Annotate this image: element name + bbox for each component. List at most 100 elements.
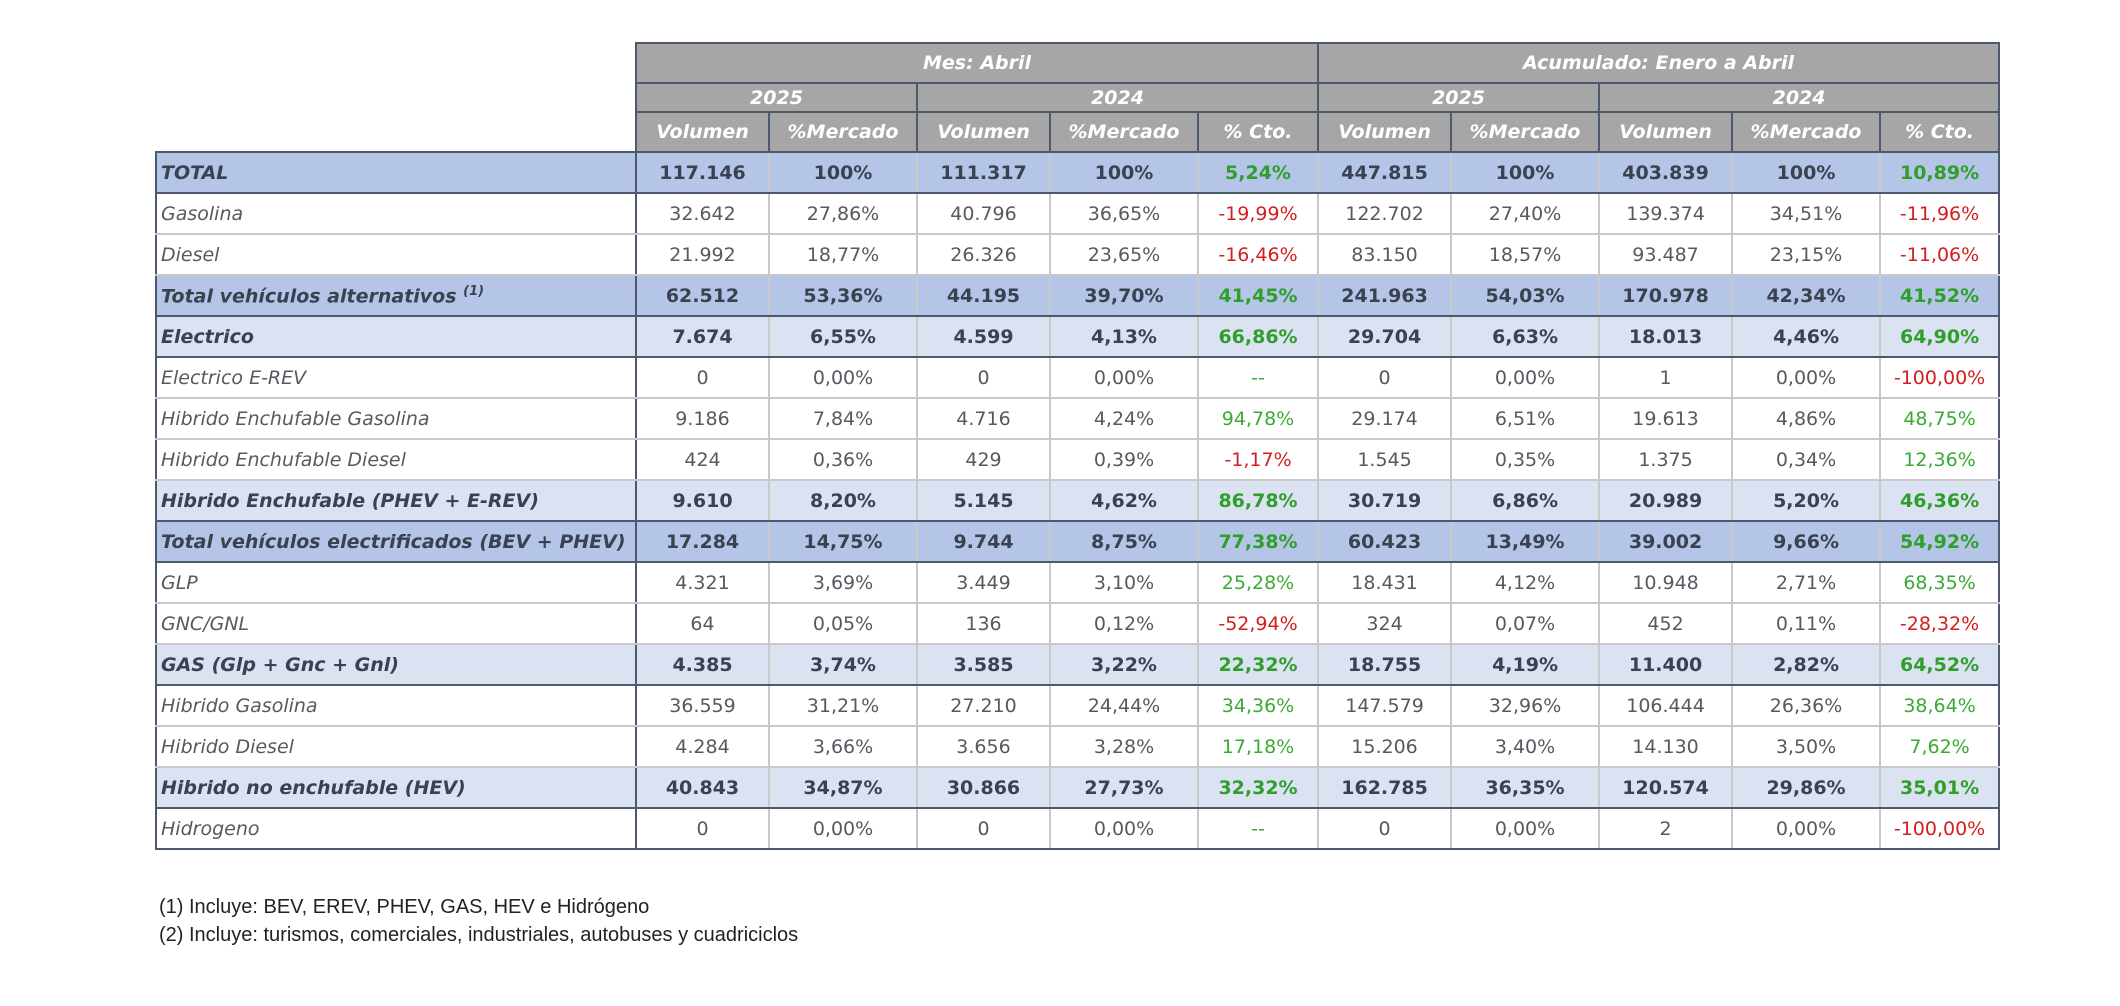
cumulative-cto-cell: -100,00% bbox=[1879, 808, 2001, 850]
row-label: GLP bbox=[155, 562, 637, 604]
month-volumen-2025-cell: 36.559 bbox=[635, 685, 770, 727]
month-mercado-2024-cell: 4,62% bbox=[1049, 479, 1199, 522]
cumulative-mercado-2025-cell: 4,12% bbox=[1450, 562, 1601, 604]
cumulative-mercado-2024-cell: 23,15% bbox=[1731, 234, 1882, 276]
month-volumen-2025-cell: 0 bbox=[635, 808, 770, 850]
cumulative-mercado-2024-cell: 34,51% bbox=[1731, 193, 1882, 235]
cumulative-volumen-2025-cell: 30.719 bbox=[1317, 479, 1453, 522]
header-col-mercado: %Mercado bbox=[1731, 111, 1882, 153]
month-cto-cell: -52,94% bbox=[1196, 603, 1320, 645]
row-label: Hibrido Gasolina bbox=[155, 685, 637, 727]
row-label: GAS (Glp + Gnc + Gnl) bbox=[155, 643, 637, 686]
cumulative-volumen-2025-cell: 162.785 bbox=[1317, 766, 1453, 809]
table-row: GAS (Glp + Gnc + Gnl) 4.385 3,74% 3.585 3,22… bbox=[155, 643, 2001, 686]
cumulative-cto-cell: 10,89% bbox=[1879, 151, 2001, 194]
row-label-text: GAS (Glp + Gnc + Gnl) bbox=[161, 653, 399, 676]
cumulative-mercado-2024-cell: 2,71% bbox=[1731, 562, 1882, 604]
row-label: Electrico E-REV bbox=[155, 357, 637, 399]
row-label-text: GNC/GNL bbox=[161, 612, 250, 635]
month-volumen-2025-cell: 4.385 bbox=[635, 643, 770, 686]
row-label-text: Electrico bbox=[161, 325, 254, 348]
cumulative-mercado-2025-cell: 6,86% bbox=[1450, 479, 1601, 522]
cumulative-cto-cell: 54,92% bbox=[1879, 520, 2001, 563]
cumulative-cto-cell: 68,35% bbox=[1879, 562, 2001, 604]
month-volumen-2024-cell: 0 bbox=[916, 808, 1051, 850]
table-row: Hibrido Diesel 4.284 3,66% 3.656 3,28% 17,18%… bbox=[155, 726, 2001, 768]
month-cto-cell: -16,46% bbox=[1196, 234, 1320, 276]
header-col-cto: % Cto. bbox=[1879, 111, 2001, 153]
month-mercado-2024-cell: 3,28% bbox=[1049, 726, 1199, 768]
month-mercado-2024-cell: 23,65% bbox=[1049, 234, 1199, 276]
row-label: Hibrido Enchufable Gasolina bbox=[155, 398, 637, 440]
month-mercado-2025-cell: 3,74% bbox=[768, 643, 918, 686]
table-row: Electrico 7.674 6,55% 4.599 4,13% 66,86% 29.70… bbox=[155, 315, 2001, 358]
row-label: TOTAL bbox=[155, 151, 637, 194]
month-volumen-2025-cell: 9.186 bbox=[635, 398, 770, 440]
month-volumen-2024-cell: 3.585 bbox=[916, 643, 1051, 686]
month-mercado-2025-cell: 27,86% bbox=[768, 193, 918, 235]
month-mercado-2024-cell: 4,24% bbox=[1049, 398, 1199, 440]
month-volumen-2024-cell: 27.210 bbox=[916, 685, 1051, 727]
month-volumen-2025-cell: 424 bbox=[635, 439, 770, 481]
cumulative-mercado-2025-cell: 13,49% bbox=[1450, 520, 1601, 563]
month-cto-cell: -- bbox=[1196, 357, 1320, 399]
cumulative-mercado-2025-cell: 0,00% bbox=[1450, 808, 1601, 850]
month-cto-cell: 94,78% bbox=[1196, 398, 1320, 440]
row-label-text: Electrico E-REV bbox=[161, 366, 307, 389]
cumulative-mercado-2024-cell: 4,86% bbox=[1731, 398, 1882, 440]
cumulative-cto-cell: -100,00% bbox=[1879, 357, 2001, 399]
cumulative-volumen-2024-cell: 18.013 bbox=[1598, 315, 1734, 358]
month-volumen-2025-cell: 9.610 bbox=[635, 479, 770, 522]
cumulative-volumen-2024-cell: 139.374 bbox=[1598, 193, 1734, 235]
month-mercado-2024-cell: 0,00% bbox=[1049, 808, 1199, 850]
cumulative-volumen-2024-cell: 1.375 bbox=[1598, 439, 1734, 481]
row-label: Hibrido no enchufable (HEV) bbox=[155, 766, 637, 809]
cumulative-mercado-2024-cell: 5,20% bbox=[1731, 479, 1882, 522]
table-header: Mes: Abril Acumulado: Enero a Abril 2025… bbox=[156, 42, 2001, 153]
cumulative-volumen-2024-cell: 93.487 bbox=[1598, 234, 1734, 276]
month-cto-cell: 66,86% bbox=[1196, 315, 1320, 358]
cumulative-mercado-2025-cell: 6,51% bbox=[1450, 398, 1601, 440]
month-volumen-2024-cell: 5.145 bbox=[916, 479, 1051, 522]
month-volumen-2025-cell: 21.992 bbox=[635, 234, 770, 276]
table-row: Diesel 21.992 18,77% 26.326 23,65% -16,46% 83.… bbox=[155, 234, 2001, 276]
cumulative-mercado-2025-cell: 3,40% bbox=[1450, 726, 1601, 768]
month-volumen-2024-cell: 0 bbox=[916, 357, 1051, 399]
cumulative-mercado-2024-cell: 42,34% bbox=[1731, 274, 1882, 317]
header-group-cumulative: Acumulado: Enero a Abril bbox=[1317, 42, 2001, 84]
cumulative-mercado-2024-cell: 9,66% bbox=[1731, 520, 1882, 563]
cumulative-volumen-2025-cell: 1.545 bbox=[1317, 439, 1453, 481]
month-cto-cell: 5,24% bbox=[1196, 151, 1320, 194]
month-volumen-2025-cell: 62.512 bbox=[635, 274, 770, 317]
month-mercado-2024-cell: 3,22% bbox=[1049, 643, 1199, 686]
header-col-mercado: %Mercado bbox=[1049, 111, 1199, 153]
cumulative-mercado-2024-cell: 0,00% bbox=[1731, 808, 1882, 850]
table-row: Total vehículos alternativos (1) 62.512 53… bbox=[155, 274, 2001, 317]
cumulative-mercado-2024-cell: 0,11% bbox=[1731, 603, 1882, 645]
cumulative-volumen-2025-cell: 0 bbox=[1317, 357, 1453, 399]
month-mercado-2024-cell: 4,13% bbox=[1049, 315, 1199, 358]
cumulative-volumen-2024-cell: 2 bbox=[1598, 808, 1734, 850]
month-mercado-2025-cell: 0,00% bbox=[768, 357, 918, 399]
cumulative-mercado-2024-cell: 0,34% bbox=[1731, 439, 1882, 481]
row-label: Hibrido Enchufable (PHEV + E-REV) bbox=[155, 479, 637, 522]
header-col-volumen: Volumen bbox=[1317, 111, 1453, 153]
month-volumen-2025-cell: 7.674 bbox=[635, 315, 770, 358]
cumulative-volumen-2025-cell: 29.704 bbox=[1317, 315, 1453, 358]
month-mercado-2024-cell: 8,75% bbox=[1049, 520, 1199, 563]
row-label-text: Hibrido Enchufable Gasolina bbox=[161, 407, 430, 430]
month-volumen-2025-cell: 17.284 bbox=[635, 520, 770, 563]
row-label-text: Hibrido Gasolina bbox=[161, 694, 318, 717]
cumulative-volumen-2025-cell: 15.206 bbox=[1317, 726, 1453, 768]
month-mercado-2025-cell: 8,20% bbox=[768, 479, 918, 522]
cumulative-cto-cell: 41,52% bbox=[1879, 274, 2001, 317]
cumulative-mercado-2025-cell: 100% bbox=[1450, 151, 1601, 194]
table-row: Total vehículos electrificados (BEV + PH… bbox=[155, 520, 2001, 563]
row-label-text: Hidrogeno bbox=[161, 817, 260, 840]
month-volumen-2025-cell: 0 bbox=[635, 357, 770, 399]
table-row: Hibrido Gasolina 36.559 31,21% 27.210 24,44%… bbox=[155, 685, 2001, 727]
table-row: TOTAL 117.146 100% 111.317 100% 5,24% 447.815 1… bbox=[155, 151, 2001, 194]
header-year-month-2025: 2025 bbox=[635, 82, 918, 113]
cumulative-mercado-2025-cell: 4,19% bbox=[1450, 643, 1601, 686]
cumulative-volumen-2025-cell: 83.150 bbox=[1317, 234, 1453, 276]
